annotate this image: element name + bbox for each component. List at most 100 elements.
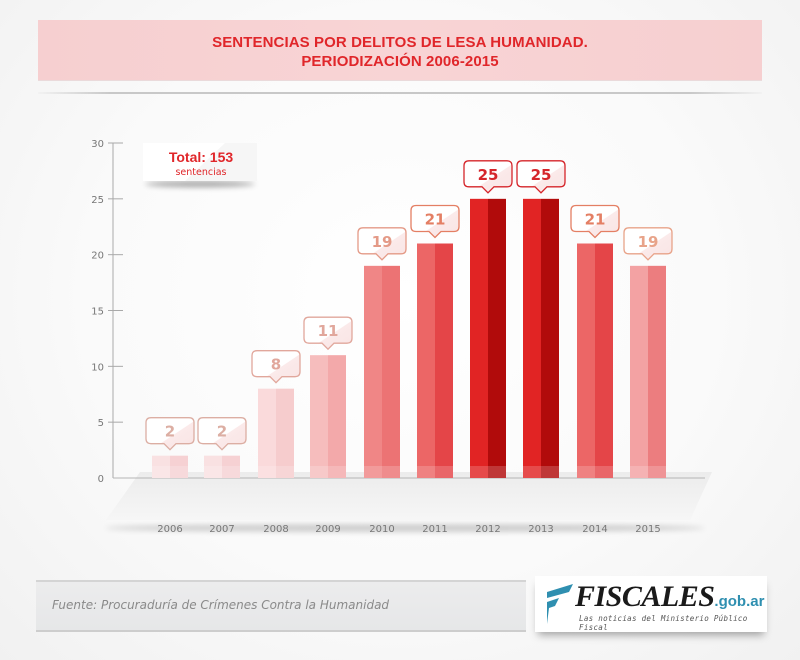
bar-2014: [577, 243, 613, 478]
data-label-2015: 19: [638, 233, 659, 251]
bar-2012: [470, 198, 506, 479]
x-tick-label: 2007: [209, 524, 234, 535]
source-text: Fuente: Procuraduría de Crímenes Contra …: [52, 598, 390, 612]
bar-right-face: [488, 198, 506, 479]
x-tick-label: 2013: [528, 524, 553, 535]
data-label-2012: 25: [478, 166, 499, 184]
data-label-2007: 2: [217, 423, 227, 441]
data-label-2014: 21: [585, 211, 606, 229]
bar-2006: [152, 455, 188, 478]
data-label-bubble: 11: [303, 316, 353, 351]
title-banner: SENTENCIAS POR DELITOS DE LESA HUMANIDAD…: [38, 20, 762, 81]
x-tick-label: 2011: [422, 524, 447, 535]
x-tick-label: 2012: [475, 524, 500, 535]
y-tick-label: 5: [98, 418, 104, 429]
y-tick-label: 0: [98, 474, 104, 485]
bubble-shape: [410, 204, 460, 239]
bars: [152, 198, 666, 479]
data-label-2011: 21: [425, 211, 446, 229]
bar-left-face: [523, 198, 541, 479]
bubble-shape: [251, 350, 301, 384]
divider: [38, 92, 762, 94]
data-label-bubble: 19: [357, 227, 407, 261]
bar-2007: [204, 455, 240, 478]
bar-right-face: [222, 455, 240, 478]
x-tick-label: 2009: [315, 524, 340, 535]
data-label-bubble: 8: [251, 350, 301, 384]
bar-2009: [310, 355, 346, 478]
chart-title-line-2: PERIODIZACIÓN 2006-2015: [301, 53, 499, 70]
x-tick-label: 2010: [369, 524, 394, 535]
source-box: Fuente: Procuraduría de Crímenes Contra …: [36, 580, 526, 632]
x-tick-label: 2015: [635, 524, 660, 535]
bar-base-tint: [204, 466, 240, 478]
total-badge-shadow: [145, 181, 255, 187]
bubble-shape: [357, 227, 407, 261]
x-axis-labels: 2006 2007 2008 2009 2010 2011 2012 2013 2014 2015: [157, 524, 660, 535]
bar-right-face: [382, 265, 400, 478]
bar-base-tint: [417, 466, 453, 478]
bar-2008: [258, 388, 294, 478]
bar-2011: [417, 243, 453, 478]
bubble-shape: [145, 417, 195, 451]
bar-left-face: [470, 198, 488, 479]
data-label-2013: 25: [531, 166, 552, 184]
bar-left-face: [258, 388, 276, 478]
y-tick-label: 20: [91, 251, 104, 262]
data-label-bubble: 21: [570, 204, 620, 239]
total-badge: Total: 153 sentencias: [143, 143, 257, 187]
bar-left-face: [310, 355, 328, 478]
data-label-bubble: 21: [410, 204, 460, 239]
y-tick-label: 15: [91, 307, 104, 318]
chart-title-line-1: SENTENCIAS POR DELITOS DE LESA HUMANIDAD…: [212, 34, 588, 51]
logo-tagline: Las noticias del Ministerio Público Fisc…: [579, 614, 748, 632]
bubble-shape: [197, 417, 247, 451]
bubble-shape: [303, 316, 353, 351]
bar-base-tint: [523, 466, 559, 478]
logo-domain: .gob.ar: [714, 593, 765, 610]
data-label-bubble: 25: [516, 160, 566, 194]
bar-2013: [523, 198, 559, 479]
fiscales-logo[interactable]: FISCALES.gob.ar Las noticias del Ministe…: [535, 576, 767, 632]
bubble-shape: [516, 160, 566, 194]
floor-shadow: [105, 524, 705, 532]
data-label-2010: 19: [372, 233, 393, 251]
bar-base-tint: [470, 466, 506, 478]
bar-right-face: [595, 243, 613, 478]
data-label-2009: 11: [318, 322, 339, 340]
bar-right-face: [648, 265, 666, 478]
logo-name: FISCALES: [575, 580, 715, 613]
bar-left-face: [152, 455, 170, 478]
total-badge-fold: [185, 143, 257, 181]
y-tick-label: 30: [91, 139, 104, 150]
bar-base-tint: [364, 466, 400, 478]
bubble-shape: [570, 204, 620, 239]
data-label-bubble: 25: [463, 160, 513, 194]
total-badge-sublabel: sentencias: [175, 167, 226, 178]
total-badge-label: Total: 153: [169, 149, 234, 165]
bar-right-face: [328, 355, 346, 478]
bar-base-tint: [310, 466, 346, 478]
bar-right-face: [170, 455, 188, 478]
bar-2015: [630, 265, 666, 478]
x-tick-label: 2008: [263, 524, 288, 535]
data-label-bubble: 2: [197, 417, 247, 451]
y-tick-label: 10: [91, 362, 104, 373]
bubble-shape: [623, 227, 673, 261]
bar-right-face: [435, 243, 453, 478]
x-tick-label: 2006: [157, 524, 182, 535]
bubble-shape: [463, 160, 513, 194]
data-label-2008: 8: [271, 356, 281, 374]
floor-platform: [106, 472, 712, 520]
bar-2010: [364, 265, 400, 478]
data-label-2006: 2: [165, 423, 175, 441]
bar-base-tint: [630, 466, 666, 478]
bar-left-face: [417, 243, 435, 478]
bar-base-tint: [577, 466, 613, 478]
x-tick-label: 2014: [582, 524, 607, 535]
bar-left-face: [577, 243, 595, 478]
logo-wordmark: FISCALES.gob.ar: [575, 582, 764, 617]
bar-left-face: [630, 265, 648, 478]
data-label-bubble: 19: [623, 227, 673, 261]
